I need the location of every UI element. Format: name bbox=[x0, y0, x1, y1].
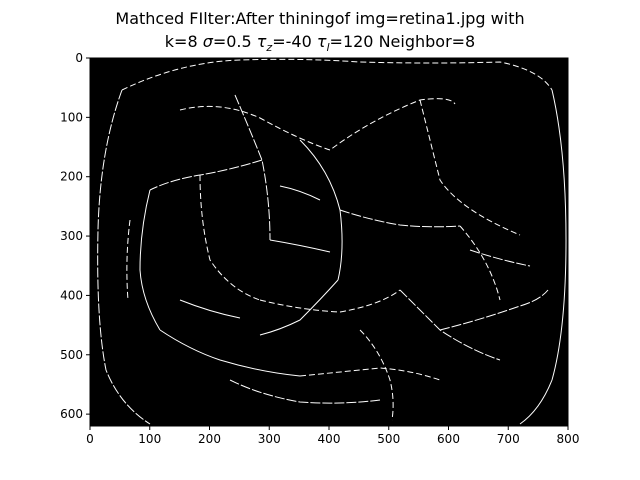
y-axis: 0 100 200 300 400 500 600 bbox=[60, 51, 90, 421]
x-tick-label: 200 bbox=[198, 432, 221, 446]
vessel-trace bbox=[229, 379, 381, 404]
vessel-trace bbox=[159, 329, 301, 377]
image-plot-area bbox=[90, 58, 568, 426]
vessel-trace bbox=[259, 289, 401, 313]
vessel-trace bbox=[259, 279, 339, 336]
vessel-trace bbox=[199, 174, 261, 301]
x-tick-label: 700 bbox=[497, 432, 520, 446]
x-axis: 0 100 200 300 400 500 600 700 800 bbox=[86, 426, 579, 446]
vessel-trace bbox=[269, 239, 331, 253]
vessel-trace bbox=[519, 89, 567, 425]
x-tick-label: 300 bbox=[258, 432, 281, 446]
vessel-trace bbox=[459, 225, 501, 301]
vessel-trace bbox=[179, 98, 456, 151]
x-tick-label: 100 bbox=[138, 432, 161, 446]
vessel-network bbox=[97, 58, 567, 425]
x-tick-label: 500 bbox=[377, 432, 400, 446]
y-tick-label: 600 bbox=[60, 407, 83, 421]
y-tick-label: 200 bbox=[60, 170, 83, 184]
y-tick-label: 400 bbox=[60, 288, 83, 302]
x-tick-label: 800 bbox=[557, 432, 580, 446]
vessel-trace bbox=[339, 209, 461, 228]
chart-title-line1: Mathced FIlter:After thiningof img=retin… bbox=[115, 9, 525, 28]
vessel-trace bbox=[126, 219, 131, 301]
y-tick-label: 0 bbox=[75, 51, 83, 65]
vessel-trace bbox=[179, 299, 241, 319]
x-tick-label: 400 bbox=[318, 432, 341, 446]
vessel-trace bbox=[299, 367, 441, 381]
y-tick-label: 100 bbox=[60, 110, 83, 124]
vessel-trace bbox=[97, 89, 151, 425]
vessel-trace bbox=[469, 249, 531, 267]
x-tick-label: 0 bbox=[86, 432, 94, 446]
vessel-trace bbox=[359, 329, 394, 421]
y-tick-label: 300 bbox=[60, 229, 83, 243]
x-tick-label: 600 bbox=[437, 432, 460, 446]
vessel-trace bbox=[139, 189, 161, 331]
vessel-trace bbox=[419, 99, 521, 236]
vessel-trace bbox=[299, 139, 343, 281]
vessel-trace bbox=[234, 94, 271, 241]
y-tick-label: 500 bbox=[60, 348, 83, 362]
vessel-trace bbox=[121, 58, 553, 91]
chart-title-line2: k=8 σ=0.5 τz=-40 τl=120 Neighbor=8 bbox=[164, 32, 476, 55]
vessel-trace bbox=[279, 185, 321, 201]
